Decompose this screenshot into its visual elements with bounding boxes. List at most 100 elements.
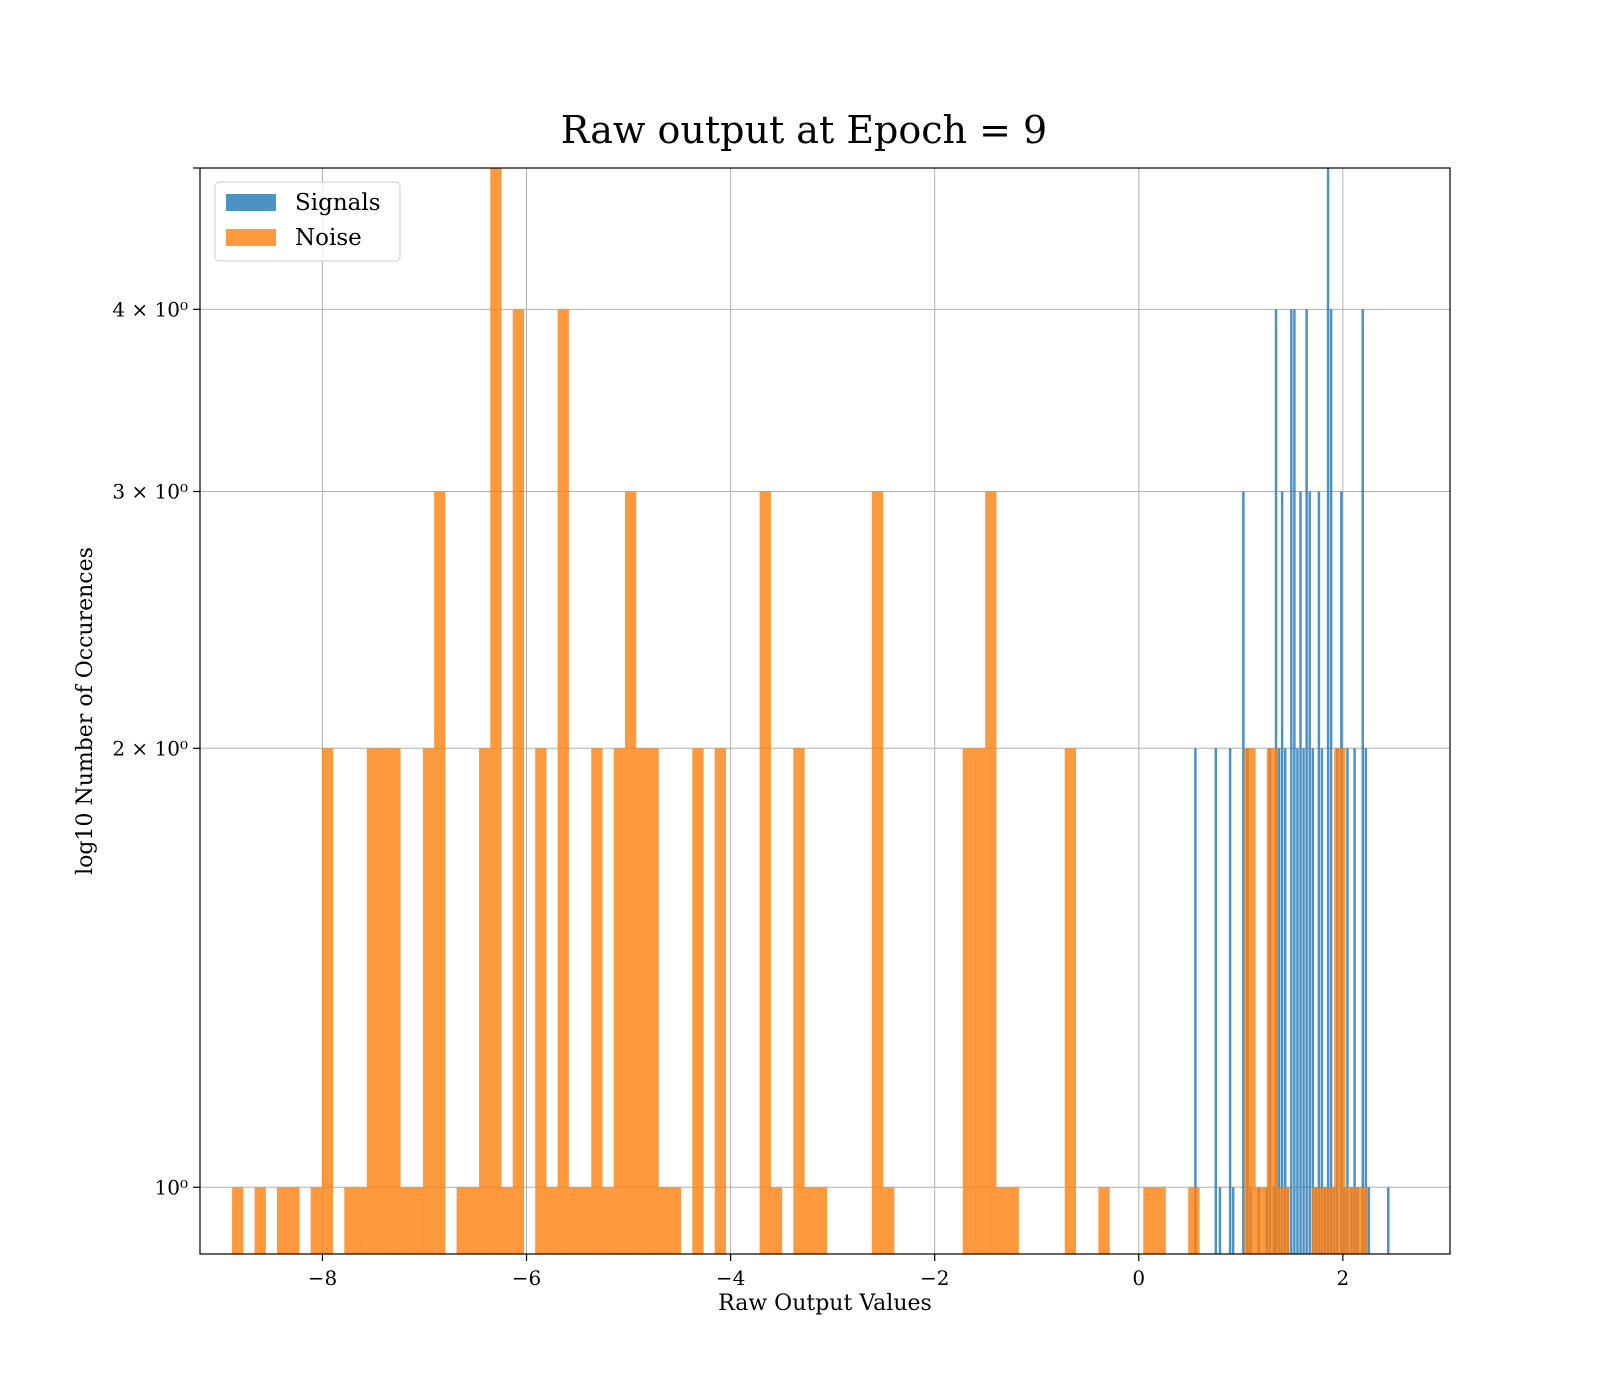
bar-noise	[411, 1187, 424, 1254]
y-axis-label: log10 Number of Occurences	[73, 547, 98, 875]
bar-signals	[1214, 748, 1218, 1254]
bar-signals	[1353, 748, 1356, 1254]
bar-signals	[1311, 748, 1314, 1254]
bar-noise	[613, 748, 626, 1254]
bar-noise	[883, 1187, 895, 1254]
bar-noise	[310, 1187, 322, 1254]
bar-noise	[568, 1187, 581, 1254]
bar-signals	[1364, 748, 1368, 1254]
bar-signals	[1299, 491, 1302, 1255]
y-tick-label: 4 × 10⁰	[112, 297, 188, 321]
bar-signals	[1320, 748, 1324, 1254]
bar-noise	[669, 1187, 682, 1254]
bar-signals	[1317, 491, 1321, 1255]
bar-noise	[355, 1187, 367, 1254]
bar-noise	[1322, 1187, 1335, 1254]
bar-signals	[1228, 748, 1232, 1254]
chart-title: Raw output at Epoch = 9	[561, 108, 1047, 152]
series-signals-bars	[1194, 168, 1390, 1255]
bar-noise	[962, 748, 975, 1254]
bar-noise	[973, 748, 986, 1254]
bar-noise	[501, 1187, 513, 1254]
bar-signals	[1296, 748, 1299, 1254]
bar-noise	[714, 748, 727, 1254]
bar-noise	[232, 1187, 244, 1254]
bar-noise	[512, 309, 525, 1254]
bar-signals	[1194, 748, 1197, 1254]
bar-noise	[658, 1187, 670, 1254]
bar-noise	[1311, 1187, 1324, 1254]
bar-signals	[1308, 491, 1311, 1255]
bar-noise	[1007, 1187, 1019, 1254]
bar-noise	[692, 748, 704, 1254]
bar-signals	[1283, 748, 1287, 1254]
bar-signals	[1231, 1187, 1235, 1254]
x-tick-label: 2	[1336, 1266, 1349, 1290]
bar-noise	[389, 748, 401, 1254]
bar-signals	[1387, 1187, 1390, 1254]
bar-noise	[378, 748, 390, 1254]
bar-signals	[1302, 748, 1305, 1254]
bar-noise	[1244, 748, 1256, 1254]
bar-noise	[647, 748, 659, 1254]
bar-noise	[1334, 748, 1346, 1254]
y-tick-label: 3 × 10⁰	[112, 480, 188, 504]
bar-signals	[1290, 309, 1293, 1254]
plot-frame	[199, 167, 1451, 1255]
bar-noise	[456, 1187, 468, 1254]
bar-signals	[1361, 309, 1364, 1254]
bar-noise	[1266, 748, 1279, 1254]
x-tick-label: −8	[308, 1266, 337, 1290]
x-axis-label: Raw Output Values	[718, 1291, 932, 1316]
bar-noise	[1278, 1187, 1290, 1254]
bar-noise	[254, 1187, 266, 1254]
bar-noise	[276, 1187, 289, 1254]
bar-noise	[546, 1187, 558, 1254]
bar-noise	[1345, 1187, 1357, 1254]
x-tick-label: −4	[716, 1266, 745, 1290]
bar-noise	[996, 1187, 1008, 1254]
bar-noise	[1064, 748, 1077, 1254]
bar-noise	[400, 1187, 412, 1254]
y-axis-ticks: 10⁰ 2 × 10⁰ 3 × 10⁰ 4 × 10⁰	[112, 167, 200, 1199]
bar-noise	[624, 491, 637, 1255]
x-tick-label: −6	[512, 1266, 541, 1290]
bar-signals	[1305, 309, 1308, 1254]
bar-signals	[1293, 309, 1296, 1254]
bar-noise	[815, 1187, 828, 1254]
legend: Signals Noise	[214, 181, 401, 262]
bar-noise	[321, 748, 334, 1254]
bar-noise	[1356, 1187, 1368, 1254]
bar-noise	[490, 168, 502, 1254]
bar-noise	[793, 748, 805, 1254]
y-tick-label: 10⁰	[155, 1175, 188, 1199]
bar-signals	[1242, 491, 1245, 1255]
bar-signals	[1367, 1187, 1371, 1254]
bar-noise	[434, 491, 446, 1255]
x-axis-ticks: −8 −6 −4 −2 0 2	[308, 1254, 1349, 1290]
legend-label-noise: Noise	[295, 225, 362, 251]
bar-noise	[1188, 1187, 1200, 1254]
bar-signals	[1277, 748, 1281, 1254]
bar-noise	[636, 748, 648, 1254]
bar-noise	[580, 1187, 592, 1254]
bar-noise	[479, 748, 491, 1254]
bar-signals	[1280, 491, 1284, 1255]
bar-noise	[422, 748, 435, 1254]
legend-swatch-signals	[226, 194, 276, 211]
bar-noise	[871, 491, 884, 1255]
bar-noise	[366, 748, 379, 1254]
bar-noise	[535, 748, 547, 1254]
bar-noise	[985, 491, 997, 1255]
y-tick-label: 2 × 10⁰	[112, 736, 188, 760]
bar-noise	[1154, 1187, 1166, 1254]
bar-noise	[467, 1187, 480, 1254]
x-tick-label: −2	[920, 1266, 949, 1290]
bar-noise	[288, 1187, 300, 1254]
bar-noise	[770, 1187, 783, 1254]
bar-noise	[1255, 1187, 1267, 1254]
x-tick-label: 0	[1132, 1266, 1145, 1290]
bar-noise	[1143, 1187, 1155, 1254]
bar-signals	[1329, 309, 1333, 1254]
